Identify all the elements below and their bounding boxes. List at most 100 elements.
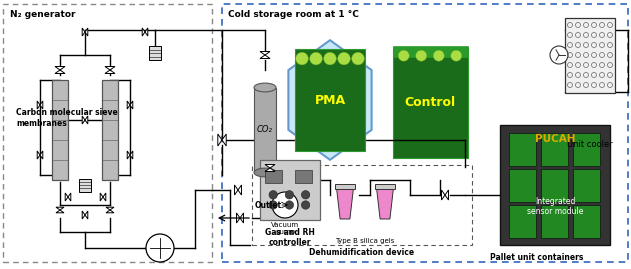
Polygon shape xyxy=(145,28,148,36)
Polygon shape xyxy=(85,211,88,219)
Bar xyxy=(3,4,212,262)
Bar xyxy=(265,169,281,183)
Bar xyxy=(149,46,161,60)
Bar xyxy=(541,133,568,166)
Text: PUCAH: PUCAH xyxy=(534,134,575,144)
Ellipse shape xyxy=(254,83,276,92)
Polygon shape xyxy=(82,211,85,219)
Bar xyxy=(565,17,615,93)
Bar xyxy=(375,184,396,189)
Circle shape xyxy=(398,50,410,61)
Polygon shape xyxy=(260,55,270,58)
Polygon shape xyxy=(55,70,65,73)
Text: Integrated
sensor module: Integrated sensor module xyxy=(527,197,583,216)
Circle shape xyxy=(433,50,444,61)
Text: Vacuum
pump: Vacuum pump xyxy=(271,222,299,235)
Text: Outlet: Outlet xyxy=(255,201,282,210)
Text: Pallet unit containers: Pallet unit containers xyxy=(490,253,584,262)
Polygon shape xyxy=(100,193,103,201)
Polygon shape xyxy=(336,189,353,219)
Polygon shape xyxy=(82,28,85,36)
Polygon shape xyxy=(445,190,449,200)
Polygon shape xyxy=(40,151,43,159)
Bar xyxy=(260,160,320,220)
Polygon shape xyxy=(85,116,88,124)
Polygon shape xyxy=(288,40,372,160)
Bar xyxy=(572,169,600,202)
Text: Control: Control xyxy=(404,97,456,109)
Circle shape xyxy=(269,201,278,209)
Text: PMA: PMA xyxy=(314,94,346,107)
Bar xyxy=(252,165,472,245)
Polygon shape xyxy=(235,185,238,195)
Circle shape xyxy=(146,234,174,262)
Bar xyxy=(509,169,536,202)
Text: Carbon molecular sieve
membranes: Carbon molecular sieve membranes xyxy=(16,108,118,128)
Polygon shape xyxy=(130,151,133,159)
Circle shape xyxy=(269,191,278,199)
Text: Unit cooler: Unit cooler xyxy=(567,140,613,149)
Bar xyxy=(392,48,468,158)
Bar xyxy=(572,133,600,166)
Polygon shape xyxy=(106,210,114,213)
Polygon shape xyxy=(85,28,88,36)
Polygon shape xyxy=(127,101,130,109)
Bar xyxy=(295,169,312,183)
Circle shape xyxy=(296,52,309,65)
Polygon shape xyxy=(55,66,65,70)
Polygon shape xyxy=(130,101,133,109)
Polygon shape xyxy=(40,101,43,109)
Polygon shape xyxy=(37,151,40,159)
Circle shape xyxy=(351,52,364,65)
Bar xyxy=(509,206,536,238)
Circle shape xyxy=(451,50,462,61)
Circle shape xyxy=(272,192,298,218)
Polygon shape xyxy=(103,193,106,201)
Circle shape xyxy=(416,50,427,61)
Circle shape xyxy=(324,52,336,65)
Bar xyxy=(334,184,355,189)
Bar xyxy=(102,80,118,180)
Polygon shape xyxy=(105,70,115,73)
Polygon shape xyxy=(127,151,130,159)
Bar xyxy=(222,4,628,262)
Text: Gas and RH
controller: Gas and RH controller xyxy=(265,228,315,247)
Circle shape xyxy=(285,191,293,199)
Polygon shape xyxy=(37,101,40,109)
Text: Cold storage room at 1 °C: Cold storage room at 1 °C xyxy=(228,10,359,19)
Circle shape xyxy=(302,201,310,209)
Bar xyxy=(500,125,610,245)
Bar xyxy=(295,49,365,151)
Text: Dehumidification device: Dehumidification device xyxy=(309,248,415,257)
Polygon shape xyxy=(222,134,226,146)
Bar xyxy=(509,133,536,166)
Circle shape xyxy=(285,201,293,209)
Ellipse shape xyxy=(254,168,276,177)
Polygon shape xyxy=(106,207,114,210)
Bar xyxy=(541,206,568,238)
Polygon shape xyxy=(56,207,64,210)
Circle shape xyxy=(310,52,322,65)
Polygon shape xyxy=(377,189,393,219)
Text: Type B silica gels: Type B silica gels xyxy=(335,238,394,244)
Bar xyxy=(392,46,468,57)
Bar xyxy=(541,169,568,202)
Circle shape xyxy=(550,46,568,64)
Text: CO₂: CO₂ xyxy=(257,126,273,134)
Bar xyxy=(79,179,91,192)
Polygon shape xyxy=(265,165,275,168)
Circle shape xyxy=(338,52,350,65)
Circle shape xyxy=(302,191,310,199)
Polygon shape xyxy=(56,210,64,213)
Polygon shape xyxy=(68,193,71,201)
Polygon shape xyxy=(240,213,244,223)
Polygon shape xyxy=(442,190,445,200)
Polygon shape xyxy=(260,51,270,55)
Polygon shape xyxy=(265,168,275,172)
Bar xyxy=(52,80,68,180)
Polygon shape xyxy=(238,185,242,195)
Polygon shape xyxy=(218,134,222,146)
Polygon shape xyxy=(105,66,115,70)
Text: N₂ generator: N₂ generator xyxy=(10,10,76,19)
Polygon shape xyxy=(82,116,85,124)
